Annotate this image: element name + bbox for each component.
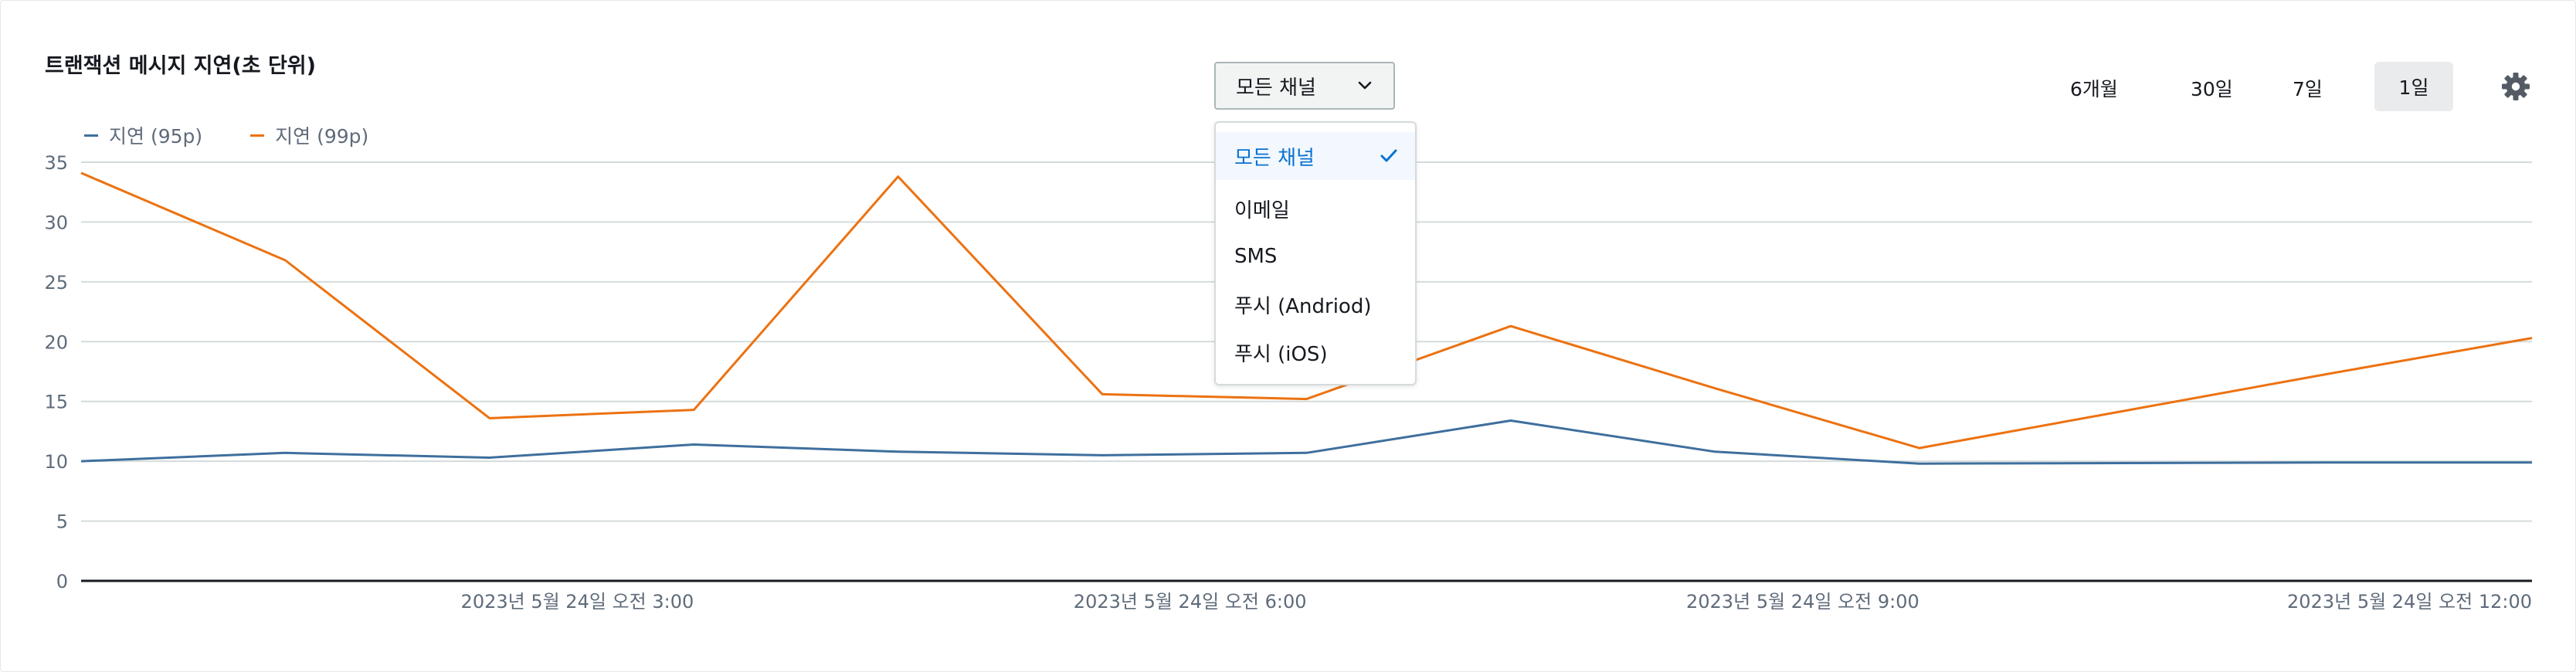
x-tick-label: 2023년 5월 24일 오전 6:00 (1074, 591, 1307, 613)
legend-label-95p: 지연 (95p) (109, 125, 203, 148)
legend-swatch-95p (84, 134, 98, 137)
option-label: 푸시 (iOS) (1234, 342, 1328, 366)
legend-item-99p[interactable]: 지연 (99p) (250, 121, 368, 149)
option-all-channels[interactable]: 모든 채널 (1216, 132, 1415, 180)
series-line-95p (80, 419, 2532, 465)
option-label: 푸시 (Andriod) (1234, 294, 1372, 318)
option-push-android[interactable]: 푸시 (Andriod) (1216, 280, 1415, 328)
x-tick-label: 2023년 5월 24일 오전 12:00 (2287, 591, 2532, 613)
option-label: 이메일 (1234, 199, 1290, 222)
check-icon (1380, 149, 1397, 162)
range-1-day-label: 1일 (2398, 76, 2429, 99)
range-6-months[interactable]: 6개월 (2070, 78, 2118, 100)
channel-select-value: 모든 채널 (1236, 76, 1316, 100)
y-tick-label: 0 (56, 571, 68, 592)
y-tick-label: 5 (56, 511, 68, 533)
chevron-down-icon (1358, 81, 1372, 90)
x-tick-label: 2023년 5월 24일 오전 3:00 (461, 591, 694, 613)
chart-title: 트랜잭션 메시지 지연(초 단위) (45, 54, 316, 78)
legend-label-99p: 지연 (99p) (275, 125, 369, 148)
range-7-days[interactable]: 7일 (2293, 78, 2323, 100)
option-push-ios[interactable]: 푸시 (iOS) (1216, 328, 1415, 376)
legend-item-95p[interactable]: 지연 (95p) (84, 121, 202, 149)
channel-select[interactable]: 모든 채널 (1214, 62, 1395, 110)
x-tick-label: 2023년 5월 24일 오전 9:00 (1686, 591, 1919, 613)
y-tick-label: 15 (44, 392, 68, 413)
y-tick-label: 10 (44, 451, 68, 473)
y-tick-label: 20 (44, 331, 68, 353)
legend-swatch-99p (250, 134, 265, 137)
y-tick-label: 25 (44, 272, 68, 294)
option-sms[interactable]: SMS (1216, 232, 1415, 280)
y-tick-label: 35 (44, 152, 68, 174)
series-line-99p (80, 171, 2533, 450)
option-label: 모든 채널 (1234, 146, 1315, 170)
gear-icon[interactable] (2501, 72, 2530, 101)
legend: 지연 (95p) 지연 (99p) (84, 121, 416, 149)
channel-dropdown-menu: 모든 채널 이메일 SMS 푸시 (Andriod) 푸시 (iOS) (1214, 121, 1417, 385)
option-label: SMS (1234, 245, 1278, 268)
range-1-day[interactable]: 1일 (2374, 62, 2453, 111)
range-30-days[interactable]: 30일 (2191, 78, 2233, 100)
y-tick-label: 30 (44, 212, 68, 233)
option-email[interactable]: 이메일 (1216, 185, 1415, 232)
